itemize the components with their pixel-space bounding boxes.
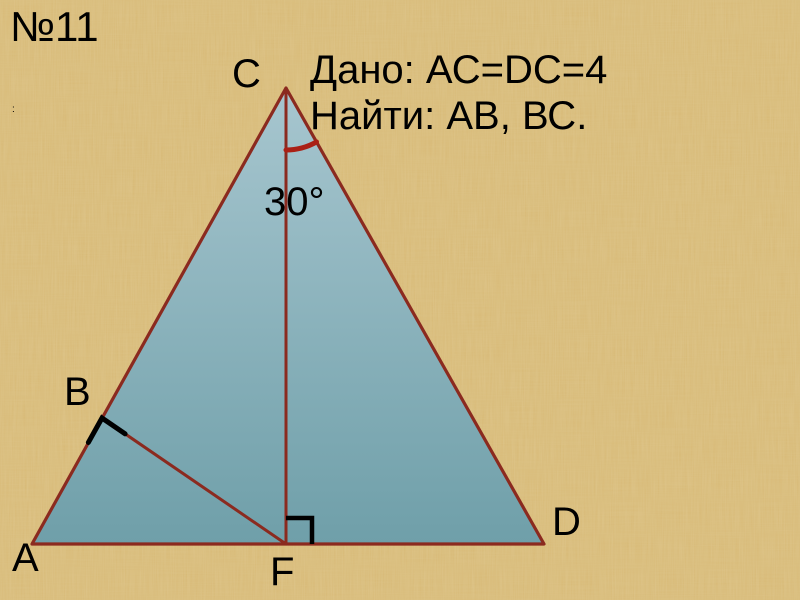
vertex-label-f: F: [270, 550, 294, 594]
stray-colon: :: [12, 104, 15, 115]
vertex-label-a: A: [12, 536, 39, 580]
triangle-acd: [32, 88, 544, 544]
vertex-label-d: D: [552, 500, 581, 544]
given-text: Дано: АС=DC=4: [310, 48, 607, 92]
vertex-label-b: B: [64, 370, 91, 414]
find-text: Найти: АВ, ВС.: [310, 94, 587, 138]
angle-label-30: 30°: [264, 180, 325, 225]
vertex-label-c: С: [232, 52, 261, 96]
problem-number: №11: [10, 4, 99, 50]
